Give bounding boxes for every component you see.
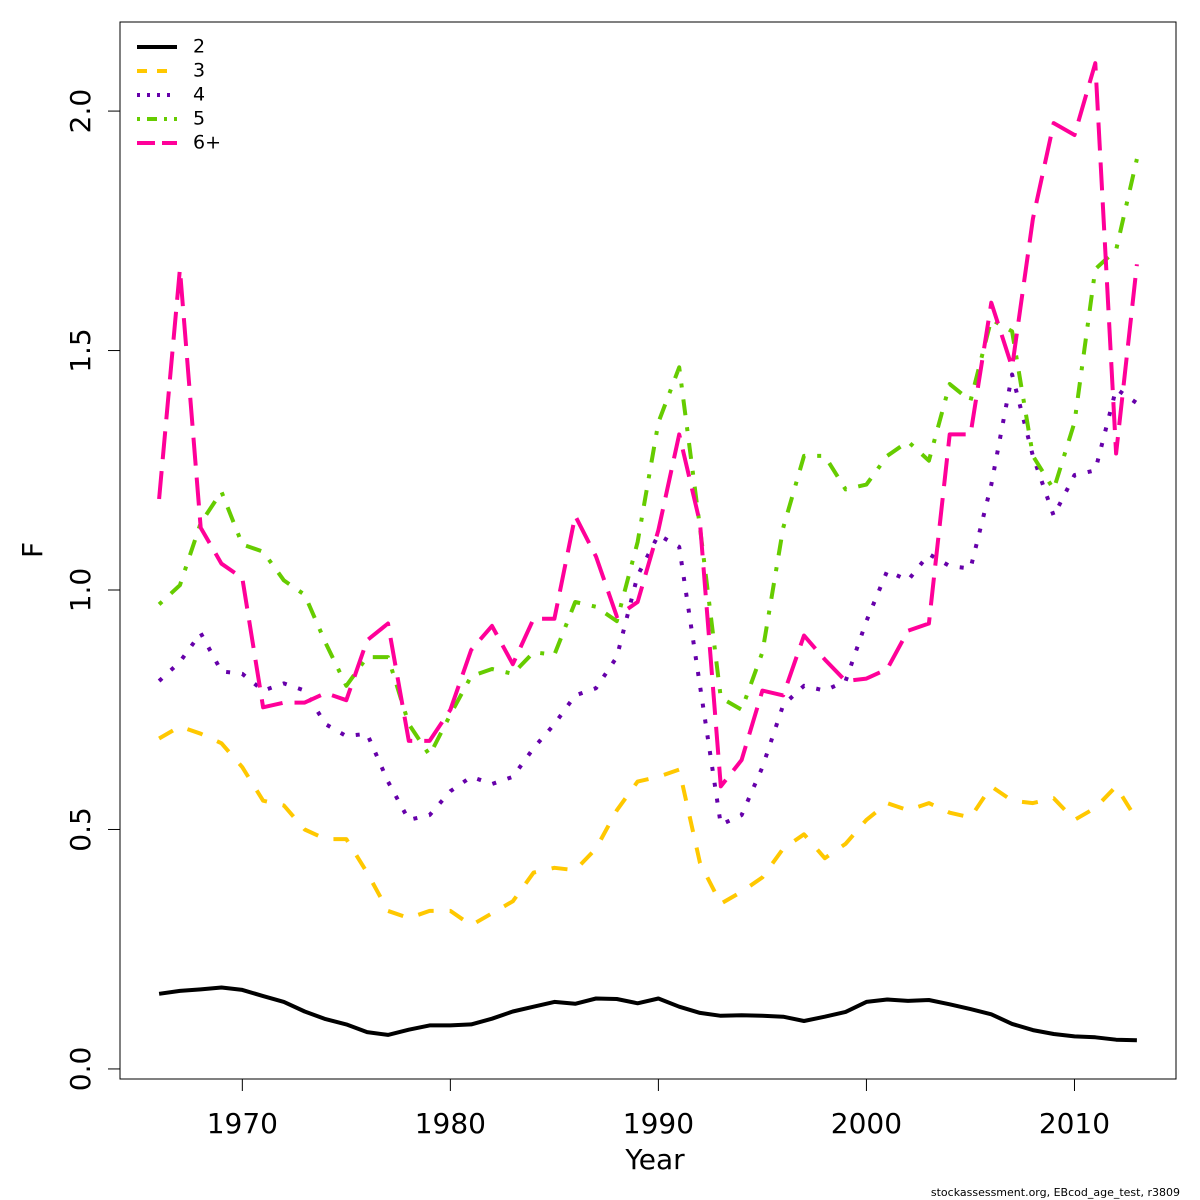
y-tick-label: 2.0	[64, 89, 97, 134]
legend-label: 6+	[193, 132, 221, 154]
y-axis-label: F	[16, 542, 49, 558]
legend-label: 2	[193, 36, 205, 58]
legend-label: 5	[193, 108, 205, 130]
x-tick-label: 2010	[1039, 1107, 1110, 1140]
footer: stockassessment.org, EBcod_age_test, r38…	[931, 1186, 1180, 1199]
y-tick-label: 0.0	[64, 1047, 97, 1092]
x-tick-label: 1970	[207, 1107, 278, 1140]
legend-label: 3	[193, 60, 205, 82]
series-line	[157, 372, 1139, 827]
plot-frame	[119, 21, 1177, 1080]
series-line	[158, 724, 1139, 928]
y-tick-label: 0.5	[64, 807, 97, 852]
x-tick-label: 1990	[623, 1107, 694, 1140]
x-tick-label: 1980	[415, 1107, 486, 1140]
x-axis-label: Year	[624, 1143, 685, 1176]
series-line	[158, 985, 1137, 1043]
legend-label: 4	[193, 84, 205, 106]
y-tick-label: 1.0	[64, 568, 97, 613]
series-line	[157, 61, 1139, 789]
x-tick-label: 2000	[831, 1107, 902, 1140]
series-line	[157, 158, 1139, 758]
y-tick-label: 1.5	[64, 328, 97, 373]
